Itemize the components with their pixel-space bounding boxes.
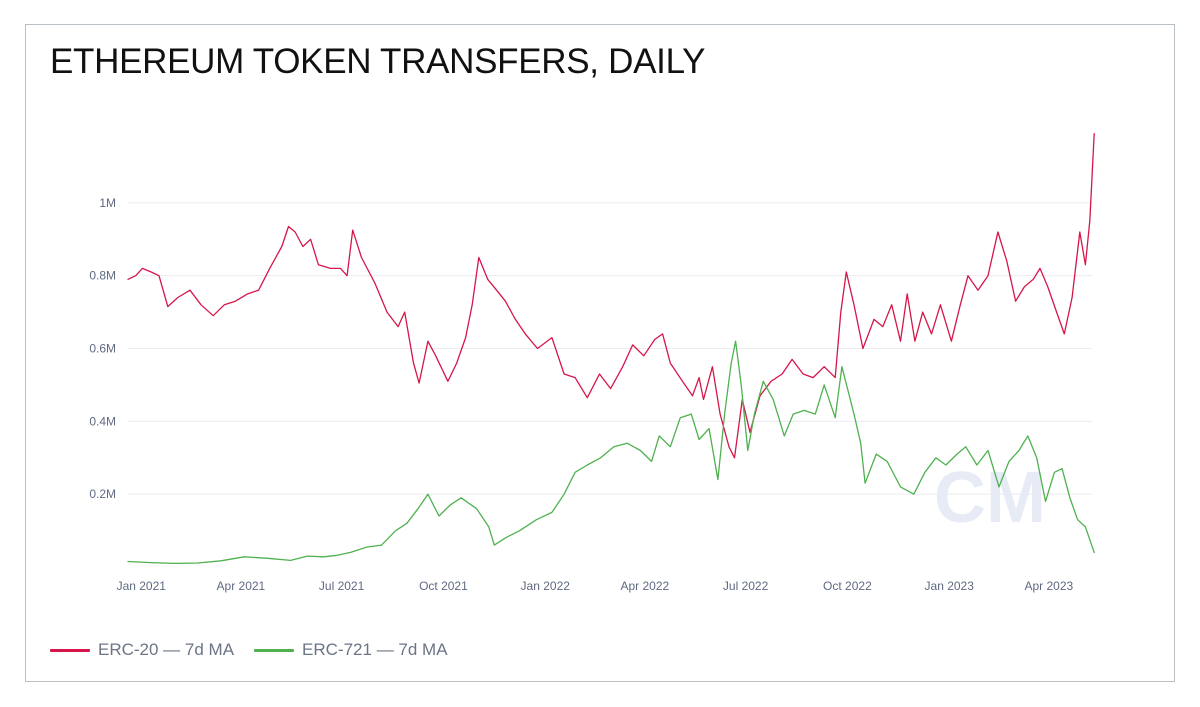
series-line-erc20 [127,132,1095,459]
watermark-text: CM [934,458,1046,538]
x-tick-label: Apr 2021 [217,579,266,593]
y-axis-ticks: 0.2M 0.4M 0.6M 0.8M 1M [89,196,116,501]
gridlines [128,202,1092,495]
series-line-erc721 [127,340,1095,565]
x-tick-label: Oct 2022 [823,579,872,593]
x-tick-label: Apr 2022 [621,579,670,593]
x-tick-label: Jan 2021 [117,579,167,593]
x-tick-label: Oct 2021 [419,579,468,593]
y-tick-label: 0.8M [89,269,116,283]
y-tick-label: 1M [99,196,116,210]
legend-label-erc20: ERC-20 — 7d MA [98,640,235,659]
legend-label-erc721: ERC-721 — 7d MA [302,640,448,659]
y-tick-label: 0.4M [89,414,116,428]
legend-item-erc20[interactable]: ERC-20 — 7d MA [50,640,234,660]
series-lines [127,132,1095,565]
y-tick-label: 0.6M [89,342,116,356]
legend-swatch-erc721 [254,648,295,652]
legend-item-erc721[interactable]: ERC-721 — 7d MA [254,640,448,660]
chart-frame [25,24,1175,682]
y-tick-label: 0.2M [89,487,116,501]
x-tick-label: Apr 2023 [1024,579,1073,593]
x-tick-label: Jul 2021 [319,579,365,593]
chart-title: ETHEREUM TOKEN TRANSFERS, DAILY [50,42,706,81]
x-axis-ticks: Jan 2021 Apr 2021 Jul 2021 Oct 2021 Jan 2022… [117,579,1074,593]
x-tick-label: Jan 2023 [925,579,975,593]
legend: ERC-20 — 7d MA ERC-721 — 7d MA [50,640,468,660]
legend-swatch-erc20 [50,648,90,652]
watermark: CM [934,458,1046,538]
x-tick-label: Jul 2022 [723,579,769,593]
x-tick-label: Jan 2022 [521,579,571,593]
